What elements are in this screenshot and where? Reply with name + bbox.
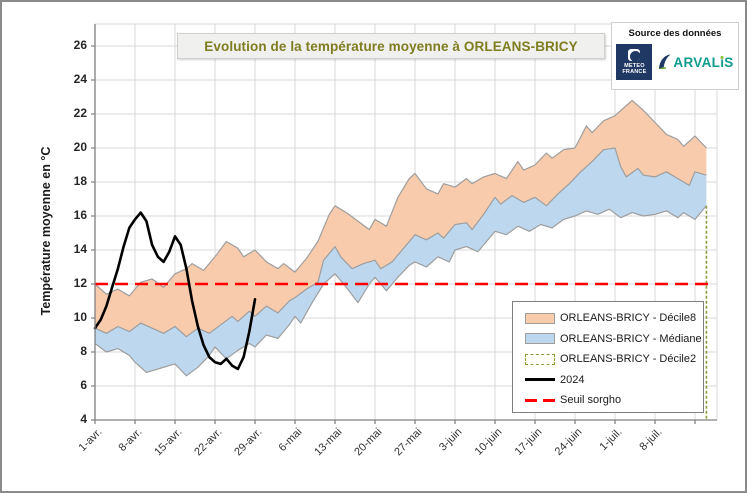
band-mediane [95,148,707,376]
legend-swatch-area [525,312,555,324]
legend-item: ORLEANS-BRICY - Décile8 [525,308,703,329]
legend-item-label: Seuil sorgho [560,394,622,407]
meteo-france-logo: METEO FRANCE [616,44,653,80]
source-logos: METEO FRANCE ARVAL ı S [612,44,738,80]
arvalis-text-part2: S [724,54,734,70]
legend-swatch-line [525,378,555,382]
y-tick-label: 22 [73,106,87,120]
legend-item-label: ORLEANS-BRICY - Décile2 [560,353,697,366]
page-title: Evolution de la température moyenne à OR… [204,38,578,54]
y-tick-label: 8 [80,344,87,358]
line-2024 [93,211,257,371]
y-tick-label: 26 [73,38,87,52]
y-tick-label: 24 [73,72,87,86]
legend-swatch-line [525,398,555,402]
legend-swatch-area [525,353,555,365]
legend-swatch-area [525,333,555,345]
arvalis-swoosh-icon [659,54,671,69]
y-tick-label: 4 [80,412,87,426]
arvalis-text-part1: ARVAL [673,54,721,70]
meteo-logo-line2: FRANCE [622,69,647,75]
curve-decile8 [94,99,707,297]
y-tick-label: 12 [73,276,87,290]
legend-item: Seuil sorgho [525,390,703,411]
chart-title-box: Evolution de la température moyenne à OR… [177,33,605,59]
y-tick-label: 14 [73,242,87,256]
y-axis-title: Température moyenne en °C [39,146,53,316]
legend-item: ORLEANS-BRICY - Décile2 [525,349,703,370]
meteo-logo-line1: METEO [624,63,645,69]
chart-legend: ORLEANS-BRICY - Décile8 ORLEANS-BRICY - M… [512,301,704,413]
legend-item: 2024 [525,370,703,391]
curve-mediane [94,147,707,338]
meteo-france-symbol-icon [628,49,641,61]
y-tick-label: 20 [73,140,87,154]
arvalis-text-i: ı [720,54,725,70]
y-tick-label: 18 [73,174,87,188]
arvalis-i-dot [720,55,724,59]
y-tick-label: 6 [80,378,87,392]
legend-item: ORLEANS-BRICY - Médiane [525,329,703,350]
legend-item-label: ORLEANS-BRICY - Décile8 [560,312,697,325]
curve-decile2 [94,205,707,377]
y-tick-label: 16 [73,208,87,222]
source-title: Source des données [628,28,722,39]
arvalis-logo: ARVAL ı S [658,54,733,70]
legend-item-label: 2024 [560,373,585,386]
y-tick-label: 10 [73,310,87,324]
source-box: Source des données METEO FRANCE ARVAL ı S [611,22,739,90]
legend-item-label: ORLEANS-BRICY - Médiane [560,332,702,345]
band-decile8 [95,100,707,337]
